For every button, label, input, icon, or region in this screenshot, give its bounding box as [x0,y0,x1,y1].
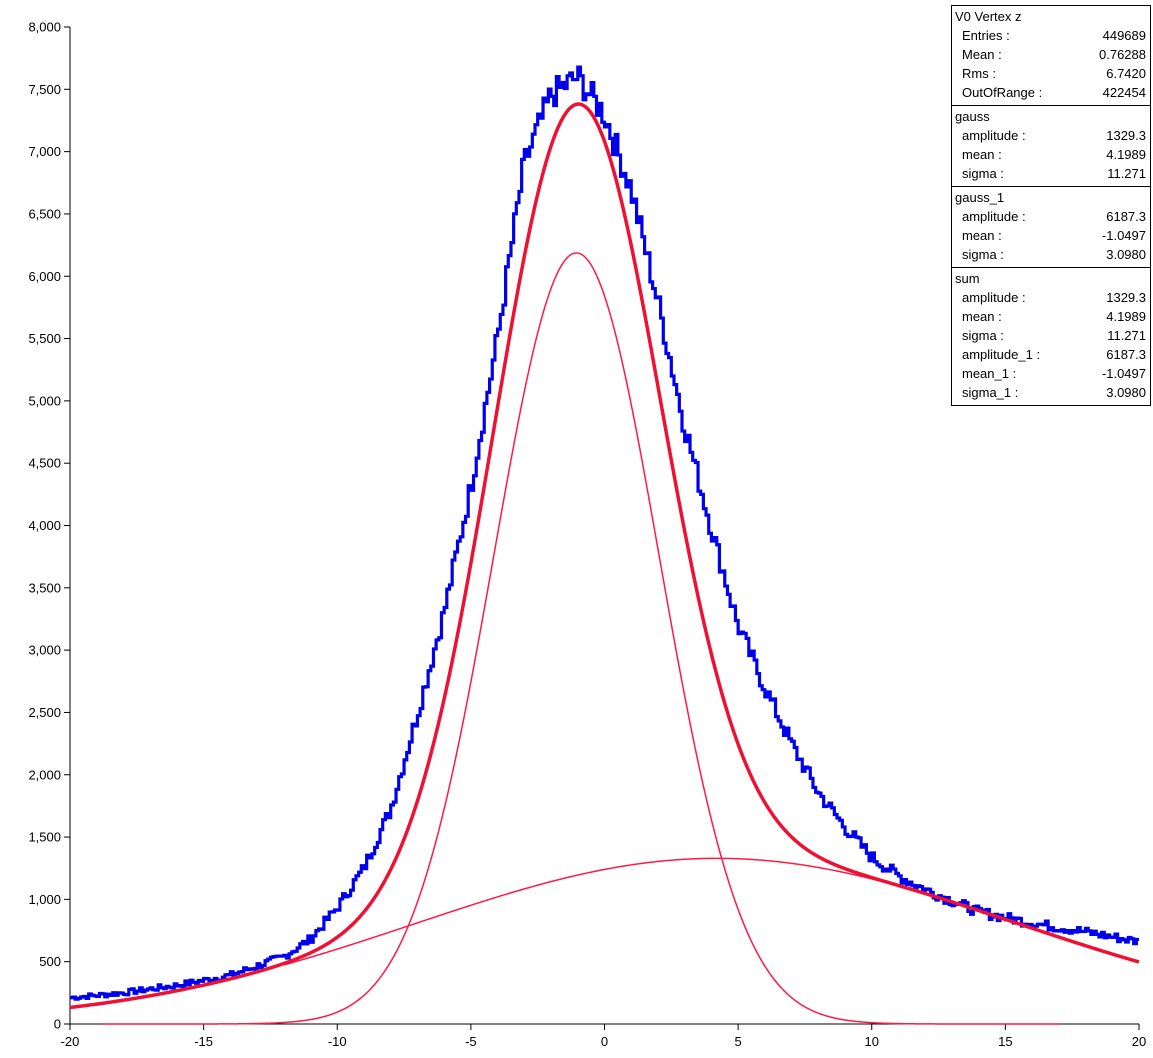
y-tick-label: 2,500 [28,705,61,720]
stats-row-sigma: sigma : 3.0980 [955,245,1146,264]
stats-value: 3.0980 [1106,385,1146,400]
stats-row-amplitude: amplitude : 1329.3 [955,288,1146,307]
stats-row-amplitude: amplitude : 1329.3 [955,126,1146,145]
stats-label: mean_1 : [962,366,1017,381]
y-tick-label: 3,000 [28,643,61,658]
y-tick-label: 1,000 [28,892,61,907]
stats-value: 4.1989 [1106,147,1146,162]
stats-panel: V0 Vertex z Entries : 449689 Mean : 0.7628… [951,5,1151,406]
stats-value: -1.0497 [1101,366,1146,381]
y-tick-label: 0 [54,1017,61,1032]
stats-label: mean : [962,309,1002,324]
y-tick-label: 6,000 [28,269,61,284]
stats-value: 3.0980 [1106,247,1146,262]
y-tick-label: 4,000 [28,518,61,533]
x-tick-label: 0 [601,1034,608,1049]
fit-curve-gauss-1 [102,252,1059,1025]
stats-label: amplitude : [962,128,1026,143]
stats-box-histogram: V0 Vertex z Entries : 449689 Mean : 0.7628… [952,6,1150,105]
y-tick-label: 5,000 [28,393,61,408]
y-tick-label: 2,000 [28,767,61,782]
x-tick-label: 10 [865,1034,879,1049]
stats-box-gauss-1: gauss_1 amplitude :6187.3 mean : -1.0497 … [952,186,1150,267]
stats-row-mean-1: mean_1 : -1.0497 [955,364,1146,383]
stats-title: gauss [955,109,990,124]
x-tick-label: 5 [735,1034,742,1049]
stats-label: Rms : [962,66,996,81]
stats-label: sigma : [962,328,1004,343]
stats-value: 4.1989 [1106,309,1146,324]
fit-curves-layer [69,102,1140,1025]
y-tick-label: 4,500 [28,456,61,471]
fit-curve-gauss [283,857,1060,966]
stats-row-sigma-1: sigma_1 : 3.0980 [955,383,1146,402]
y-tick-label: 3,500 [28,580,61,595]
stats-label: mean : [962,228,1002,243]
x-tick-label: -15 [194,1034,213,1049]
stats-value: 1329.3 [1106,128,1146,143]
stats-label: OutOfRange : [962,85,1043,100]
x-tick-label: 20 [1132,1034,1146,1049]
stats-row-amplitude: amplitude : 6187.3 [955,207,1146,226]
x-tick-label: -5 [465,1034,477,1049]
stats-label: sigma_1 : [962,385,1019,400]
stats-value: 422454 [1102,85,1146,100]
stats-row-outofrange: OutOfRange : 422454 [955,83,1146,102]
stats-value: 6.7420 [1106,66,1146,81]
stats-row-sigma: sigma : 11.271 [955,164,1146,183]
stats-value: -1.0497 [1101,228,1146,243]
stats-row-mean: Mean : 0.76288 [955,45,1146,64]
stats-label: mean : [962,147,1002,162]
x-tick-label: -20 [61,1034,80,1049]
stats-value: 6187.3 [1106,209,1146,224]
stats-title: V0 Vertex z [955,9,1022,24]
y-tick-label: 7,500 [28,82,61,97]
x-tick-label: 15 [998,1034,1012,1049]
stats-value: 6187.3 [1106,347,1146,362]
stats-row-sigma: sigma : 11.271 [955,326,1146,345]
stats-row-amplitude-1: amplitude_1 : 6187.3 [955,345,1146,364]
stats-label: sigma : [962,166,1004,181]
stats-label: Entries : [962,28,1010,43]
stats-value: 11.271 [1107,166,1146,181]
stats-row-mean: mean : 4.1989 [955,145,1146,164]
stats-box-sum: sum amplitude : 1329.3 mean : 4.1989 sigma… [952,267,1150,405]
fit-curve-sum [69,102,1140,1010]
stats-label: amplitude : [962,209,1026,224]
y-tick-label: 5,500 [28,331,61,346]
stats-value: 11.271 [1107,328,1146,343]
stats-label: Mean : [962,47,1002,62]
y-tick-label: 500 [39,954,61,969]
stats-title: sum [955,271,980,286]
x-tick-label: -10 [328,1034,347,1049]
stats-row-mean: mean : -1.0497 [955,226,1146,245]
stats-row-mean: mean : 4.1989 [955,307,1146,326]
stats-value: 1329.3 [1106,290,1146,305]
stats-title: gauss_1 [955,190,1005,205]
stats-row-rms: Rms : 6.7420 [955,64,1146,83]
stats-label: sigma : [962,247,1004,262]
stats-value: 0.76288 [1099,47,1146,62]
stats-label: amplitude : [962,290,1026,305]
y-tick-label: 8,000 [28,20,61,35]
y-tick-label: 7,000 [28,144,61,159]
y-tick-label: 6,500 [28,206,61,221]
y-tick-label: 1,500 [28,830,61,845]
stats-row-entries: Entries : 449689 [955,26,1146,45]
stats-value: 449689 [1102,28,1146,43]
stats-box-gauss: gauss amplitude : 1329.3 mean : 4.1989 sig… [952,105,1150,186]
axes: 0 500 1,000 1,500 2,000 2,500 3,000 3,500 4,000 4… [28,20,1146,1050]
stats-label: amplitude_1 : [962,347,1041,362]
